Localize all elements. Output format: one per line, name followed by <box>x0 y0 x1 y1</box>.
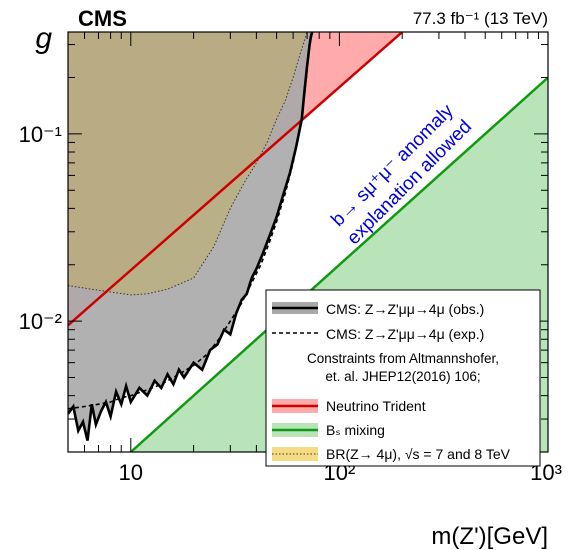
x-tick-label: 10 <box>119 460 143 485</box>
legend-obs-label: CMS: Z→Z'μμ→4μ (obs.) <box>326 301 484 317</box>
legend-header-line-1: Constraints from Altmannshofer, <box>307 351 499 366</box>
y-tick-label: 10⁻² <box>19 309 62 334</box>
br-z-4mu-excluded-region <box>68 32 308 295</box>
br-z-4mu-boundary-line <box>68 32 308 296</box>
legend-bs-label: Bₛ mixing <box>326 422 385 438</box>
bs-mixing-line <box>129 76 548 452</box>
legend-header-line-2: et. al. JHEP12(2016) 106; <box>325 369 480 384</box>
neutrino-trident-line <box>68 32 404 327</box>
luminosity-label: 77.3 fb⁻¹ (13 TeV) <box>413 9 548 28</box>
experiment-label: CMS <box>78 6 127 31</box>
legend-br-label: BR(Z→ 4μ), √s = 7 and 8 TeV <box>326 446 511 462</box>
x-axis-title: m(Z')[GeV] <box>431 523 548 550</box>
legend-trident-label: Neutrino Trident <box>326 398 426 414</box>
legend-br-band <box>272 447 318 461</box>
cms-observed-limit-line <box>68 32 314 441</box>
legend: CMS: Z→Z'μμ→4μ (obs.) CMS: Z→Z'μμ→4μ (ex… <box>265 289 541 467</box>
y-axis-title: g <box>35 22 52 55</box>
y-tick-label: 10⁻¹ <box>19 122 62 147</box>
legend-exp-label: CMS: Z→Z'μμ→4μ (exp.) <box>326 326 484 342</box>
